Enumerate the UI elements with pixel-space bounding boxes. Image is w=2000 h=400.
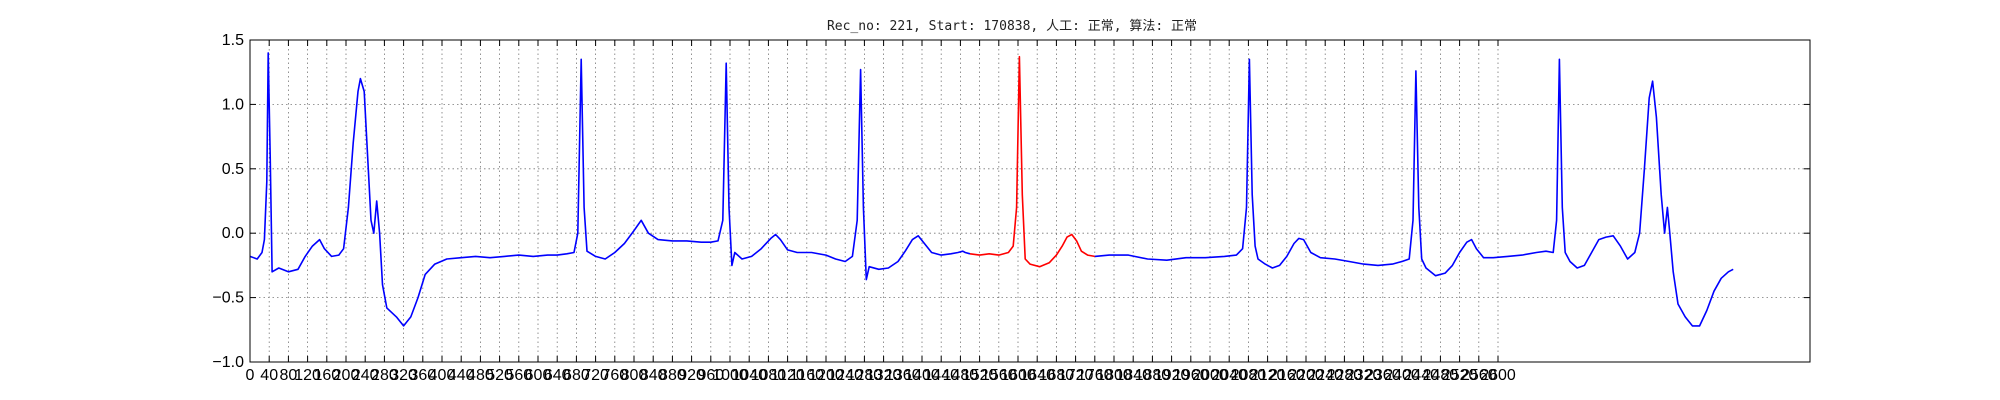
x-tick-label: 200 xyxy=(333,367,360,384)
x-tick-label: 2360 xyxy=(1365,367,1401,384)
x-tick-label: 120 xyxy=(294,367,321,384)
x-tick-label: 1520 xyxy=(962,367,998,384)
x-tick-label: 2440 xyxy=(1403,367,1439,384)
x-tick-label: 560 xyxy=(505,367,532,384)
x-tick-label: 2280 xyxy=(1327,367,1363,384)
x-tick-label: 1720 xyxy=(1058,367,1094,384)
x-tick-label: 1400 xyxy=(904,367,940,384)
x-tick-label: 1760 xyxy=(1077,367,1113,384)
x-tick-label: 440 xyxy=(448,367,475,384)
x-tick-label: 2600 xyxy=(1480,367,1516,384)
x-tick-label: 2400 xyxy=(1384,367,1420,384)
x-tick-label: 1880 xyxy=(1135,367,1171,384)
y-tick-label: 1.0 xyxy=(222,96,244,113)
x-tick-label: 1320 xyxy=(866,367,902,384)
x-tick-label: 0 xyxy=(246,367,255,384)
grid-lines xyxy=(250,39,1810,363)
x-tick-label: 1680 xyxy=(1039,367,1075,384)
x-tick-label: 2520 xyxy=(1442,367,1478,384)
x-tick-label: 1040 xyxy=(731,367,767,384)
y-tick-label: 0.0 xyxy=(222,225,244,242)
x-tick-label: 1080 xyxy=(751,367,787,384)
x-tick-label: 280 xyxy=(371,367,398,384)
x-tick-label: 2240 xyxy=(1307,367,1343,384)
x-tick-label: 1640 xyxy=(1019,367,1055,384)
x-tick-label: 1280 xyxy=(847,367,883,384)
series-lines xyxy=(249,52,1734,327)
x-tick-label: 960 xyxy=(697,367,724,384)
x-tick-label: 640 xyxy=(544,367,571,384)
x-tick-label: 1480 xyxy=(943,367,979,384)
chart-title: Rec_no: 221, Start: 170838, 人工: 正常, 算法: … xyxy=(827,19,1197,34)
x-tick-label: 1600 xyxy=(1000,367,1036,384)
y-tick-label: 1.5 xyxy=(222,32,244,49)
x-tick-label: 1240 xyxy=(827,367,863,384)
y-tick-label: 0.5 xyxy=(222,161,244,178)
x-tick-label: 2040 xyxy=(1211,367,1247,384)
x-tick-label: 240 xyxy=(352,367,379,384)
x-tick-label: 1160 xyxy=(790,367,825,384)
x-tick-label: 2120 xyxy=(1250,367,1286,384)
x-tick-label: 2160 xyxy=(1269,367,1305,384)
x-tick-label: 800 xyxy=(621,367,648,384)
x-tick-label: 1200 xyxy=(808,367,844,384)
x-tick-label: 400 xyxy=(429,367,456,384)
x-tick-label: 480 xyxy=(467,367,494,384)
x-tick-label: 880 xyxy=(659,367,686,384)
x-tick-label: 1960 xyxy=(1173,367,1209,384)
x-tick-label: 2200 xyxy=(1288,367,1324,384)
y-tick-label: −0.5 xyxy=(212,290,244,307)
plot-area-frame xyxy=(249,39,1811,363)
x-tick-label: 360 xyxy=(409,367,436,384)
x-tick-label: 2320 xyxy=(1346,367,1382,384)
x-tick-label: 1120 xyxy=(770,367,805,384)
x-tick-label: 600 xyxy=(525,367,552,384)
ecg-series-0 xyxy=(249,52,971,327)
x-tick-label: 1560 xyxy=(981,367,1017,384)
x-tick-label: 1920 xyxy=(1154,367,1190,384)
x-tick-label: 680 xyxy=(563,367,590,384)
x-tick-label: 2000 xyxy=(1192,367,1228,384)
x-tick-label: 1800 xyxy=(1096,367,1132,384)
y-axis: 1.5 1.0 0.5 0.0 −0.5 −1.0 xyxy=(212,32,1810,371)
x-tick-label: 160 xyxy=(313,367,340,384)
x-axis: 0 40 8012016020024028032036040044048052056… xyxy=(246,40,1516,384)
x-tick-label: 1000 xyxy=(712,367,748,384)
ecg-series-2 xyxy=(1094,58,1734,327)
x-tick-label: 920 xyxy=(678,367,705,384)
x-tick-label: 520 xyxy=(486,367,513,384)
x-tick-label: 840 xyxy=(640,367,667,384)
x-tick-label: 2480 xyxy=(1423,367,1459,384)
x-tick-label: 1360 xyxy=(885,367,921,384)
x-tick-label: 760 xyxy=(601,367,628,384)
x-tick-label: 1440 xyxy=(923,367,959,384)
x-tick-label: 320 xyxy=(390,367,417,384)
x-tick-label: 1840 xyxy=(1115,367,1151,384)
y-tick-label: −1.0 xyxy=(212,354,244,371)
x-tick-label: 2080 xyxy=(1231,367,1267,384)
ecg-series-1 xyxy=(969,55,1095,268)
x-tick-label: 720 xyxy=(582,367,609,384)
x-tick-label: 80 xyxy=(280,367,298,384)
x-tick-label: 2560 xyxy=(1461,367,1497,384)
x-tick-label: 40 xyxy=(260,367,278,384)
